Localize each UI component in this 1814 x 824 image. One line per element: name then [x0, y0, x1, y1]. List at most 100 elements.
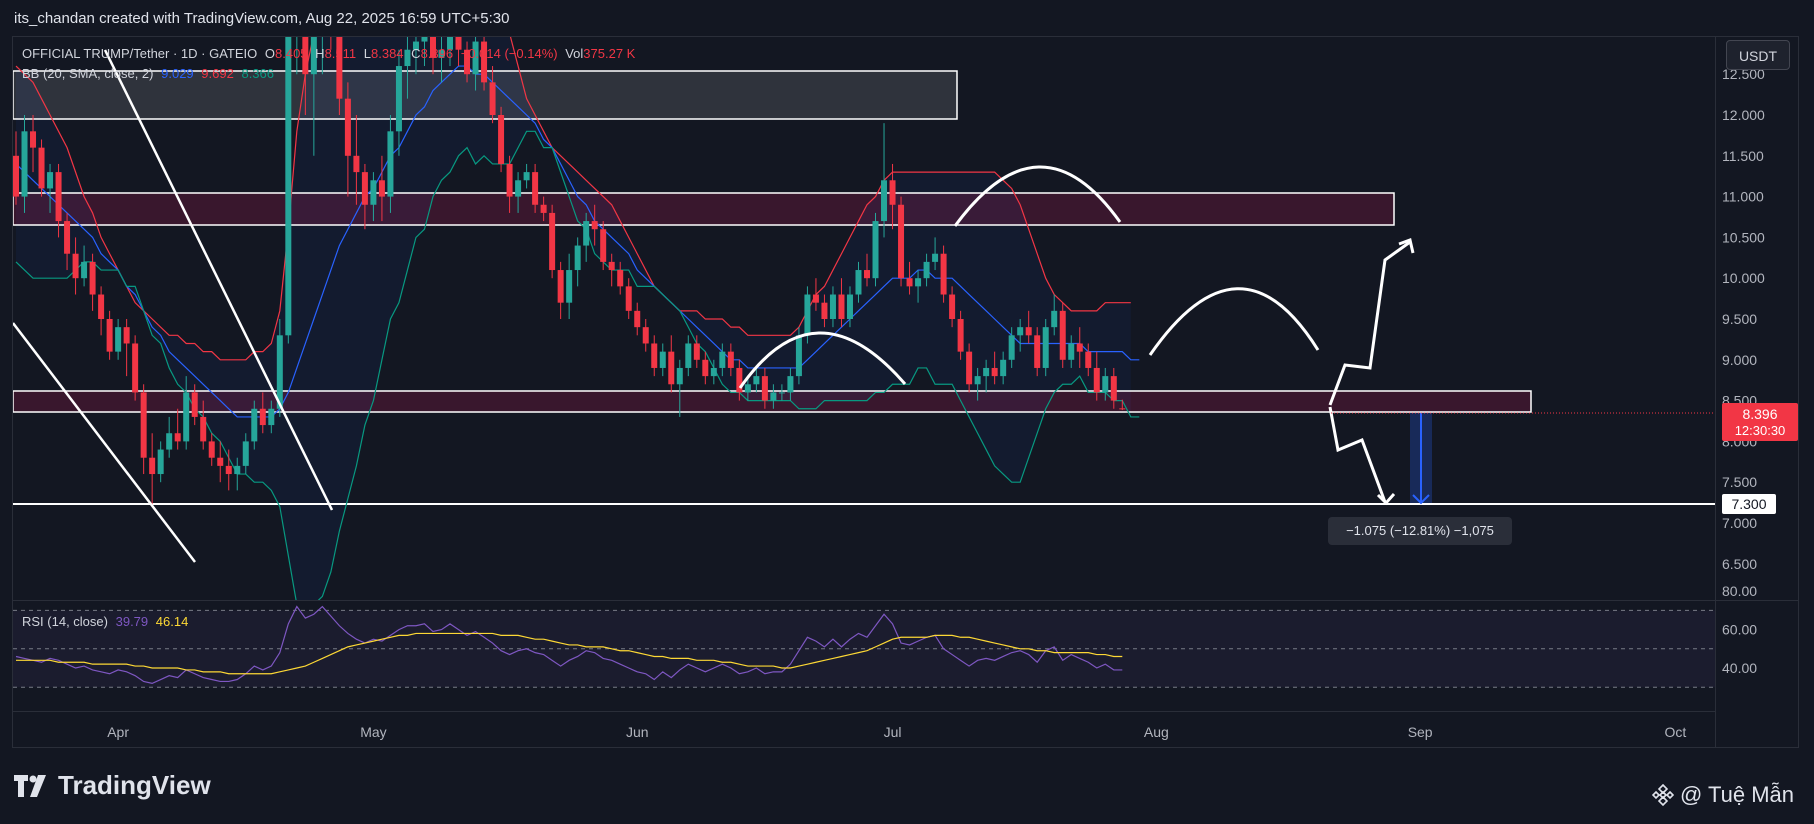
candle — [838, 278, 845, 328]
candle-body — [200, 416, 207, 442]
rsi-axis-label: 60.00 — [1722, 622, 1757, 638]
chart-frame[interactable] — [12, 36, 1799, 748]
candle-body — [829, 294, 836, 319]
candle — [608, 253, 615, 287]
arc-head — [953, 165, 1122, 227]
candle — [353, 115, 360, 205]
bb-label[interactable]: BB (20, SMA, close, 2) — [22, 66, 154, 81]
candle-body — [115, 327, 122, 352]
candle-body — [89, 261, 96, 295]
candle-body — [974, 376, 981, 385]
candle-body — [574, 245, 581, 271]
bullish-arrowhead — [1398, 238, 1415, 254]
candle-body — [447, 37, 454, 50]
candle-body — [438, 49, 445, 58]
currency-button[interactable]: USDT — [1726, 40, 1790, 70]
candle — [906, 261, 913, 295]
tradingview-logo-text: TradingView — [58, 770, 211, 800]
candle-body — [481, 41, 488, 83]
candle — [183, 376, 190, 450]
candle-body — [889, 180, 896, 205]
candle — [940, 245, 947, 303]
candle-body — [13, 155, 19, 197]
candle — [506, 155, 513, 213]
candle-body — [812, 294, 819, 303]
candle — [336, 37, 343, 115]
candle — [787, 367, 794, 401]
candle — [617, 261, 624, 295]
bb-upper-value: 9.692 — [201, 66, 234, 81]
measure-label: −1.075 (−12.81%) −1,075 — [1328, 517, 1512, 545]
candle-body — [251, 408, 258, 442]
candle-body — [872, 221, 879, 279]
time-axis-label: Jul — [884, 724, 902, 740]
candle-body — [225, 465, 232, 475]
candle — [438, 37, 445, 83]
tradingview-logo[interactable]: TradingView — [14, 770, 211, 801]
candle-body — [846, 294, 853, 319]
price-axis-label: 11.500 — [1722, 148, 1764, 164]
candle-body — [898, 204, 905, 279]
measure-arrowhead — [1412, 494, 1430, 505]
candle-body — [319, 0, 325, 33]
volume-label: Vol — [565, 46, 584, 61]
high-value: 8.511 — [324, 46, 357, 61]
candle — [583, 212, 590, 262]
candle — [685, 335, 692, 377]
footer — [0, 748, 1814, 824]
watermark: @ Tuệ Mẫn — [1651, 782, 1794, 808]
candle — [574, 237, 581, 287]
candle-body — [310, 37, 317, 75]
candle — [217, 441, 224, 483]
countdown-value: 12:30:30 — [1734, 423, 1786, 438]
candle — [489, 66, 496, 124]
rsi-label[interactable]: RSI (14, close) — [22, 614, 108, 629]
bb-upper-line — [15, 37, 1131, 361]
candle-body — [761, 376, 768, 401]
candle — [38, 139, 45, 197]
bb-fill — [16, 37, 1131, 600]
candle-body — [583, 221, 590, 246]
candle — [259, 392, 266, 434]
open-label: O — [264, 46, 275, 61]
last-price-tag: 8.396 12:30:30 — [1722, 403, 1798, 441]
candle-body — [106, 319, 113, 352]
candle — [498, 106, 505, 173]
symbol-name[interactable]: OFFICIAL TRUMP/Tether · 1D · GATEIO — [22, 46, 258, 61]
candle — [429, 37, 436, 75]
rsi-ma-line — [16, 632, 1123, 675]
candle-body — [259, 408, 266, 426]
candle — [821, 294, 828, 328]
candle — [923, 253, 930, 287]
rsi-line — [15, 605, 1123, 684]
candle-body — [906, 278, 913, 287]
high-label: H — [315, 46, 325, 61]
candle-body — [285, 37, 292, 336]
candle — [64, 212, 71, 271]
candle — [659, 343, 666, 377]
candle — [693, 335, 700, 368]
price-axis-label: 12.000 — [1722, 107, 1765, 123]
candle-body — [1110, 376, 1117, 401]
candle — [285, 37, 292, 344]
candle — [778, 384, 785, 401]
candle — [200, 400, 207, 450]
candle — [404, 37, 411, 99]
candle-body — [140, 392, 147, 458]
candle-body — [1000, 359, 1007, 377]
time-axis-label: Aug — [1144, 724, 1169, 740]
close-label: C — [411, 46, 421, 61]
candle — [727, 343, 734, 377]
candle — [634, 302, 641, 336]
candle — [744, 376, 751, 401]
candle-body — [940, 253, 947, 295]
candle-body — [336, 37, 343, 99]
candle-body — [651, 343, 658, 368]
price-axis-label: 12.500 — [1722, 66, 1765, 82]
candle-body — [515, 180, 522, 197]
candle — [149, 433, 156, 507]
candle — [1017, 319, 1024, 352]
candle — [668, 335, 675, 393]
candle — [855, 261, 862, 303]
